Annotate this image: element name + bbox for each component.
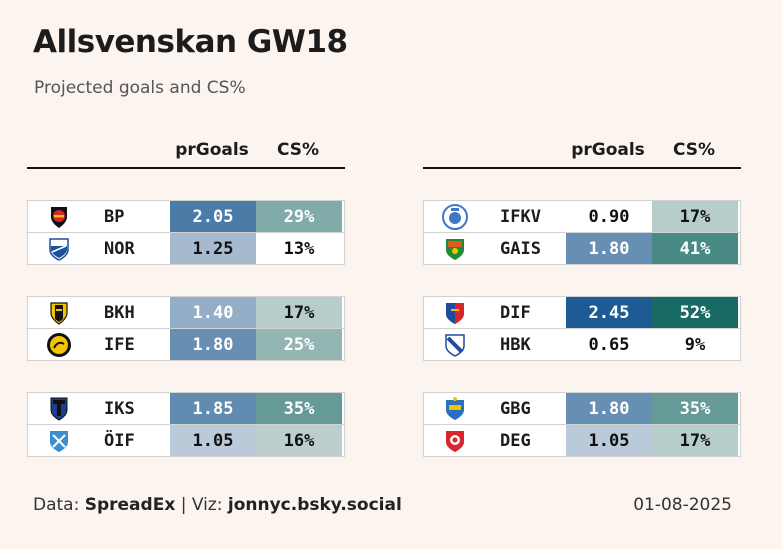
date-label: 01-08-2025 (633, 495, 732, 515)
prgoals-value: 1.80 (170, 329, 256, 360)
team-row: GAIS 1.80 41% (424, 232, 740, 264)
logo-cell (28, 329, 90, 360)
column-header-prgoals: prGoals (571, 140, 645, 160)
logo-cell (424, 425, 486, 456)
gais-crest-icon (442, 236, 468, 262)
cs-value: 52% (652, 297, 738, 328)
bp-crest-icon (46, 204, 72, 230)
cs-value: 17% (652, 201, 738, 232)
logo-cell (28, 393, 90, 424)
viz-label: Viz: (191, 495, 223, 515)
team-row: IFE 1.80 25% (28, 328, 344, 360)
data-label: Data: (33, 495, 80, 515)
match-group: DIF 2.45 52% HBK 0.65 9% (423, 296, 741, 361)
prgoals-value: 0.65 (588, 334, 630, 355)
prgoals-value: 0.90 (588, 206, 630, 227)
panel-header: prGoals CS% (423, 138, 741, 169)
prgoals-value: 1.80 (566, 233, 652, 264)
team-code: IFKV (500, 206, 541, 227)
team-code: IFE (104, 334, 135, 355)
team-code: DIF (500, 302, 531, 323)
logo-cell (424, 393, 486, 424)
column-header-cs: CS% (276, 140, 320, 160)
prgoals-value: 1.40 (170, 297, 256, 328)
match-groups: BP 2.05 29% NOR 1.25 13% BKH 1.40 17% IFE 1.80 25% I… (27, 200, 345, 457)
oif-crest-icon (46, 428, 72, 454)
logo-cell (28, 233, 90, 264)
logo-cell (424, 297, 486, 328)
match-group: BP 2.05 29% NOR 1.25 13% (27, 200, 345, 265)
cs-value: 29% (256, 201, 342, 232)
cs-value: 41% (652, 233, 738, 264)
deg-crest-icon (442, 428, 468, 454)
match-groups: IFKV 0.90 17% GAIS 1.80 41% DIF 2.45 52% HBK 0.65 9… (423, 200, 741, 457)
data-source: SpreadEx (84, 495, 176, 515)
match-group: IFKV 0.90 17% GAIS 1.80 41% (423, 200, 741, 265)
fixtures-panel-right: prGoals CS% IFKV 0.90 17% GAIS 1.80 41% DIF 2.4… (423, 138, 741, 457)
team-row: DIF 2.45 52% (424, 297, 740, 328)
team-code: HBK (500, 334, 531, 355)
team-row: DEG 1.05 17% (424, 424, 740, 456)
team-row: HBK 0.65 9% (424, 328, 740, 360)
cs-value: 35% (256, 393, 342, 424)
prgoals-value: 1.05 (170, 425, 256, 456)
prgoals-value: 1.25 (170, 233, 256, 264)
match-group: BKH 1.40 17% IFE 1.80 25% (27, 296, 345, 361)
team-code: GAIS (500, 238, 541, 259)
team-code: BP (104, 206, 125, 227)
iks-crest-icon (46, 396, 72, 422)
chart-subtitle: Projected goals and CS% (34, 78, 246, 98)
hbk-crest-icon (442, 332, 468, 358)
team-row: IKS 1.85 35% (28, 393, 344, 424)
logo-cell (424, 233, 486, 264)
team-code: BKH (104, 302, 135, 323)
column-header-prgoals: prGoals (175, 140, 249, 160)
ife-crest-icon (46, 332, 72, 358)
fixtures-panel-left: prGoals CS% BP 2.05 29% NOR 1.25 13% BKH 1.40 17… (27, 138, 345, 457)
match-group: IKS 1.85 35% ÖIF 1.05 16% (27, 392, 345, 457)
team-code: DEG (500, 430, 531, 451)
panel-header: prGoals CS% (27, 138, 345, 169)
match-group: GBG 1.80 35% DEG 1.05 17% (423, 392, 741, 457)
prgoals-value: 2.45 (566, 297, 652, 328)
source-credit: Data: SpreadEx | Viz: jonnyc.bsky.social (33, 495, 402, 515)
team-row: BP 2.05 29% (28, 201, 344, 232)
viz-author: jonnyc.bsky.social (227, 495, 402, 515)
nor-crest-icon (46, 236, 72, 262)
team-row: IFKV 0.90 17% (424, 201, 740, 232)
team-row: GBG 1.80 35% (424, 393, 740, 424)
team-row: NOR 1.25 13% (28, 232, 344, 264)
cs-value: 9% (684, 334, 706, 355)
bkh-crest-icon (46, 300, 72, 326)
prgoals-value: 1.85 (170, 393, 256, 424)
cs-value: 13% (283, 238, 315, 259)
cs-value: 17% (652, 425, 738, 456)
logo-cell (28, 201, 90, 232)
team-row: BKH 1.40 17% (28, 297, 344, 328)
cs-value: 35% (652, 393, 738, 424)
team-row: ÖIF 1.05 16% (28, 424, 344, 456)
separator: | (180, 495, 187, 515)
cs-value: 17% (256, 297, 342, 328)
prgoals-value: 1.80 (566, 393, 652, 424)
prgoals-value: 1.05 (566, 425, 652, 456)
logo-cell (28, 297, 90, 328)
chart-title: Allsvenskan GW18 (33, 24, 348, 60)
cs-value: 25% (256, 329, 342, 360)
gbg-crest-icon (442, 396, 468, 422)
logo-cell (28, 425, 90, 456)
column-header-cs: CS% (672, 140, 716, 160)
ifkv-crest-icon (442, 203, 468, 230)
team-code: ÖIF (104, 430, 135, 451)
cs-value: 16% (256, 425, 342, 456)
logo-cell (424, 201, 486, 232)
prgoals-value: 2.05 (170, 201, 256, 232)
logo-cell (424, 329, 486, 360)
dif-crest-icon (442, 300, 468, 326)
team-code: IKS (104, 398, 135, 419)
team-code: NOR (104, 238, 135, 259)
team-code: GBG (500, 398, 531, 419)
